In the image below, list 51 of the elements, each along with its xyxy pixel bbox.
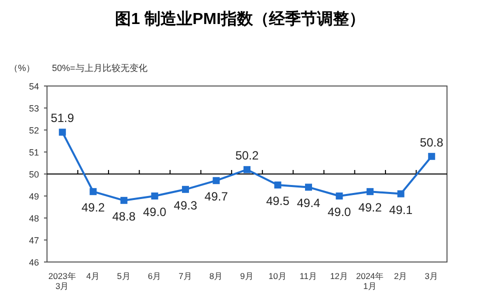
point [244, 166, 250, 174]
data-label: 49.0 [143, 205, 167, 219]
y-tick-label: 52 [28, 126, 39, 136]
x-tick-label: 7月 [178, 271, 192, 281]
point [182, 186, 189, 193]
x-tick-label: 6月 [148, 271, 162, 281]
data-label: 49.5 [266, 194, 290, 208]
x-tick-label: 4月 [86, 271, 100, 281]
y-axis-title: （%） [8, 63, 36, 73]
point [428, 152, 436, 160]
x-tick-label: 8月 [209, 271, 224, 281]
text: 50%=与上月比较无变化 [52, 63, 148, 73]
x-tick-label: 5月 [117, 271, 131, 281]
data-label: 49.0 [328, 205, 352, 219]
point [58, 128, 66, 136]
y-tick-label: 47 [28, 236, 39, 246]
point [397, 190, 404, 198]
point [120, 196, 128, 204]
x-tick-label: 10月 [268, 271, 288, 281]
point [274, 182, 282, 188]
x-tick-label: 12月 [330, 271, 349, 281]
x-tick-label: 9月 [240, 271, 254, 281]
data-label: 50.8 [420, 135, 444, 150]
point [366, 188, 374, 196]
y-tick-label: 50 [28, 170, 39, 180]
y-tick-label: 48 [28, 214, 39, 224]
y-tick-label: 54 [28, 82, 39, 92]
y-tick-label: 53 [28, 104, 39, 114]
y-tick-label: 49 [28, 192, 39, 202]
point [212, 177, 220, 184]
x-tick-label: 2024年 1月 [356, 271, 384, 291]
data-label: 49.1 [389, 202, 413, 217]
data-label: 48.8 [112, 209, 136, 224]
data-label: 49.2 [81, 200, 106, 215]
data-label: 49.4 [296, 196, 321, 210]
y-tick-label: 46 [28, 258, 39, 268]
chart-title: 图1 制造业PMI指数（经季节调整） [115, 10, 365, 28]
point [90, 188, 97, 196]
data-label: 49.3 [174, 198, 198, 212]
x-tick-label: 11月 [300, 271, 318, 281]
data-label: 49.7 [204, 190, 228, 204]
point [151, 192, 158, 200]
data-label: 49.2 [358, 200, 382, 215]
y-tick-label: 51 [28, 148, 39, 158]
x-tick-label: 2023年 3月 [48, 271, 76, 291]
data-label: 50.2 [235, 148, 259, 163]
x-tick-label: 2月 [394, 271, 408, 281]
point [305, 184, 312, 191]
point [336, 192, 343, 200]
data-label: 51.9 [50, 111, 74, 126]
x-tick-label: 3月 [424, 271, 438, 281]
